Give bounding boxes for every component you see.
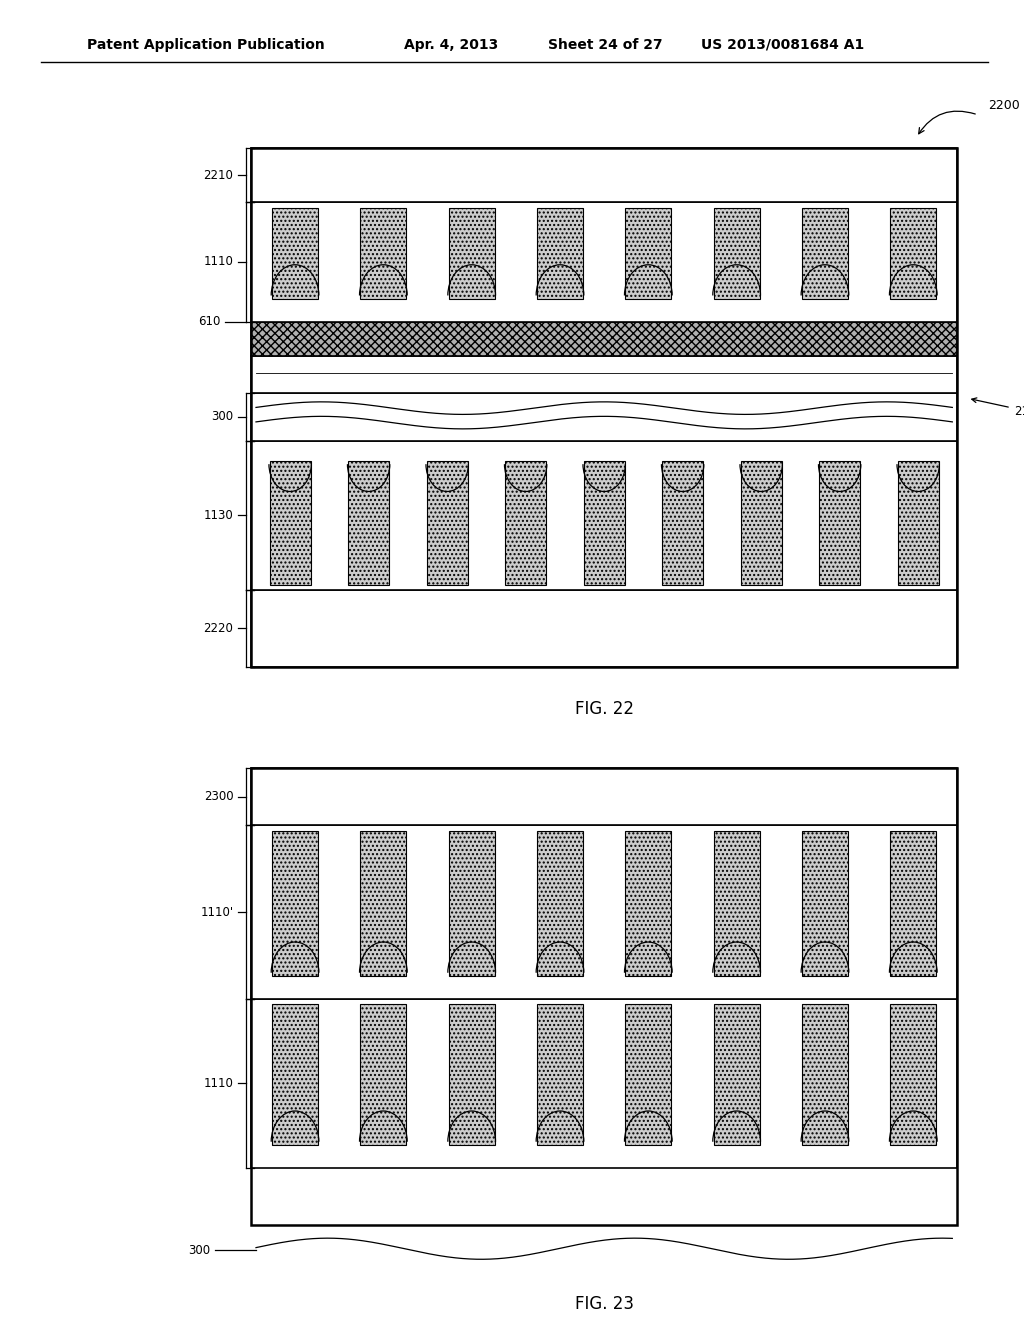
Text: 1110: 1110 xyxy=(204,1077,233,1090)
Bar xyxy=(449,207,495,298)
Text: 1110': 1110' xyxy=(201,906,233,919)
Bar xyxy=(251,148,957,202)
Bar xyxy=(626,1005,672,1144)
Text: FIG. 22: FIG. 22 xyxy=(574,700,634,718)
Text: US 2013/0081684 A1: US 2013/0081684 A1 xyxy=(701,38,864,51)
Bar xyxy=(251,590,957,667)
Bar xyxy=(626,830,672,975)
Bar xyxy=(348,462,389,585)
Bar xyxy=(663,462,703,585)
Text: Patent Application Publication: Patent Application Publication xyxy=(87,38,325,51)
Bar xyxy=(890,830,936,975)
Bar xyxy=(251,999,957,1168)
Bar xyxy=(251,356,957,392)
Text: 2110: 2110 xyxy=(972,397,1024,418)
Bar xyxy=(714,207,760,298)
Bar xyxy=(802,207,848,298)
Text: 1110: 1110 xyxy=(204,256,233,268)
Bar xyxy=(537,830,583,975)
Bar xyxy=(584,462,625,585)
Bar xyxy=(449,1005,495,1144)
Bar xyxy=(449,830,495,975)
Bar xyxy=(898,462,939,585)
Bar xyxy=(360,207,407,298)
Bar xyxy=(251,768,957,1225)
Text: Sheet 24 of 27: Sheet 24 of 27 xyxy=(548,38,663,51)
Text: 2210: 2210 xyxy=(204,169,233,182)
Bar xyxy=(360,1005,407,1144)
Text: 1130: 1130 xyxy=(204,510,233,521)
Bar xyxy=(251,148,957,667)
Bar xyxy=(537,207,583,298)
Bar xyxy=(251,768,957,825)
Bar xyxy=(251,202,957,322)
Bar xyxy=(427,462,468,585)
Text: 2200: 2200 xyxy=(988,99,1020,112)
Text: 300: 300 xyxy=(187,1243,210,1257)
Bar xyxy=(802,830,848,975)
Text: 300: 300 xyxy=(211,411,233,424)
Bar xyxy=(505,462,546,585)
Bar xyxy=(269,462,310,585)
Bar xyxy=(714,830,760,975)
Text: FIG. 23: FIG. 23 xyxy=(574,1295,634,1313)
Bar xyxy=(251,825,957,999)
Bar xyxy=(537,1005,583,1144)
Bar xyxy=(802,1005,848,1144)
Bar xyxy=(819,462,860,585)
Bar xyxy=(626,207,672,298)
Bar xyxy=(890,207,936,298)
Bar xyxy=(890,1005,936,1144)
Text: Apr. 4, 2013: Apr. 4, 2013 xyxy=(404,38,499,51)
Text: 2220: 2220 xyxy=(204,622,233,635)
Bar xyxy=(272,830,318,975)
Text: 2300: 2300 xyxy=(204,791,233,804)
Bar xyxy=(360,830,407,975)
Bar xyxy=(251,441,957,590)
Bar xyxy=(740,462,781,585)
Text: 610: 610 xyxy=(198,315,220,329)
Bar xyxy=(714,1005,760,1144)
Bar xyxy=(272,207,318,298)
Bar xyxy=(272,1005,318,1144)
Bar xyxy=(251,322,957,356)
Bar xyxy=(251,392,957,441)
